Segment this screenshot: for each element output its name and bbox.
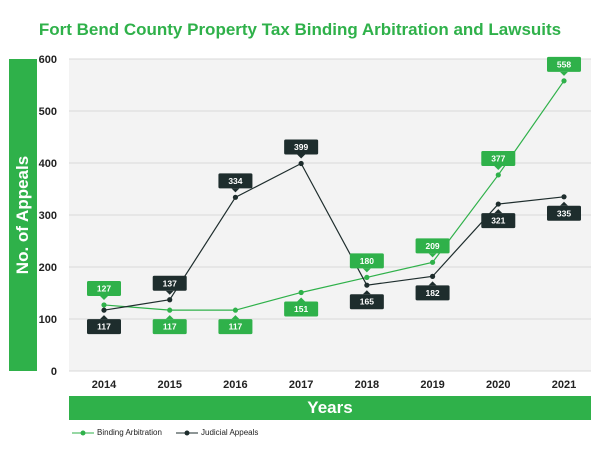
y-tick-label: 500 — [39, 106, 57, 118]
chart-title: Fort Bend County Property Tax Binding Ar… — [38, 20, 562, 39]
data-label-judicial-appeals: 334 — [228, 176, 242, 186]
data-label-box-judicial-appeals — [481, 213, 516, 229]
data-label-pointer — [100, 315, 108, 320]
data-label-box-binding-arbitration — [547, 56, 581, 72]
data-label-pointer — [231, 188, 240, 193]
data-point-judicial-appeals — [495, 201, 501, 207]
x-tick-label: 2015 — [157, 379, 181, 391]
data-label-pointer — [428, 281, 437, 286]
data-label-binding-arbitration: 558 — [557, 59, 571, 69]
data-label-box-binding-arbitration — [152, 319, 187, 335]
data-label-binding-arbitration: 117 — [229, 322, 243, 332]
data-point-judicial-appeals — [167, 297, 173, 303]
data-label-binding-arbitration: 180 — [360, 256, 374, 266]
data-label-pointer — [494, 209, 503, 214]
data-label-judicial-appeals: 335 — [557, 208, 571, 218]
data-point-binding-arbitration — [298, 289, 304, 296]
data-label-binding-arbitration: 377 — [491, 153, 505, 163]
y-tick-label: 300 — [39, 210, 57, 222]
data-label-judicial-appeals: 182 — [425, 288, 439, 298]
data-point-judicial-appeals — [232, 194, 239, 200]
x-tick-label: 2018 — [355, 379, 379, 391]
data-point-binding-arbitration — [167, 307, 173, 313]
data-label-box-binding-arbitration — [218, 319, 253, 335]
data-label-box-binding-arbitration — [349, 253, 384, 269]
data-label-judicial-appeals: 321 — [491, 216, 505, 226]
y-tick-label: 200 — [39, 262, 57, 274]
data-label-pointer — [560, 201, 568, 206]
y-tick-label: 100 — [39, 314, 57, 326]
data-point-binding-arbitration — [101, 302, 107, 308]
series-line-binding-arbitration — [103, 80, 565, 311]
data-point-binding-arbitration — [429, 259, 436, 265]
data-label-pointer — [494, 165, 503, 170]
data-label-judicial-appeals: 137 — [163, 278, 177, 288]
x-axis-label: Years — [307, 398, 353, 417]
data-label-pointer — [560, 71, 568, 76]
y-tick-label: 0 — [51, 366, 57, 378]
data-point-judicial-appeals — [101, 307, 107, 313]
legend-swatch-judicial-appeals — [176, 430, 198, 436]
data-label-binding-arbitration: 117 — [163, 322, 177, 332]
data-label-box-judicial-appeals — [152, 275, 187, 291]
data-label-judicial-appeals: 165 — [360, 297, 374, 307]
data-label-judicial-appeals: 117 — [97, 322, 111, 332]
legend-item-binding-arbitration: Binding Arbitration — [72, 428, 162, 437]
legend-item-judicial-appeals: Judicial Appeals — [176, 428, 258, 437]
data-point-judicial-appeals — [429, 273, 436, 279]
data-point-binding-arbitration — [561, 78, 567, 84]
data-point-judicial-appeals — [364, 282, 370, 288]
data-point-binding-arbitration — [232, 307, 239, 313]
data-label-box-binding-arbitration — [284, 301, 319, 317]
y-axis-label-banner: No. of Appeals — [9, 59, 37, 371]
x-tick-label: 2014 — [92, 379, 117, 391]
data-label-box-judicial-appeals — [218, 173, 253, 189]
y-tick-label: 400 — [39, 158, 57, 170]
x-tick-label: 2016 — [223, 379, 247, 391]
data-point-judicial-appeals — [298, 160, 304, 167]
data-label-box-judicial-appeals — [87, 319, 121, 335]
legend-label-binding-arbitration: Binding Arbitration — [97, 428, 162, 438]
data-label-pointer — [100, 295, 108, 300]
data-label-pointer — [362, 268, 371, 273]
data-label-pointer — [231, 315, 240, 320]
x-tick-label: 2020 — [486, 379, 510, 391]
data-label-binding-arbitration: 151 — [294, 304, 308, 314]
data-label-pointer — [428, 253, 437, 258]
data-point-binding-arbitration — [495, 172, 501, 178]
data-label-box-judicial-appeals — [284, 139, 319, 155]
data-label-box-judicial-appeals — [415, 285, 450, 301]
data-label-box-judicial-appeals — [547, 205, 581, 221]
legend-label-judicial-appeals: Judicial Appeals — [201, 428, 259, 438]
data-label-binding-arbitration: 209 — [425, 241, 439, 251]
data-label-pointer — [362, 290, 371, 295]
data-label-pointer — [165, 315, 174, 320]
data-label-judicial-appeals: 399 — [294, 142, 308, 152]
data-label-box-judicial-appeals — [349, 294, 384, 310]
data-label-pointer — [297, 154, 306, 159]
data-label-box-binding-arbitration — [87, 280, 121, 296]
x-tick-label: 2021 — [552, 379, 576, 391]
data-label-pointer — [165, 290, 174, 295]
data-label-binding-arbitration: 127 — [97, 283, 111, 293]
x-axis-label-banner: Years — [69, 396, 591, 420]
data-point-binding-arbitration — [364, 274, 370, 280]
data-label-box-binding-arbitration — [415, 238, 450, 254]
legend-swatch-binding-arbitration — [72, 430, 94, 436]
x-tick-label: 2019 — [420, 379, 444, 391]
x-tick-label: 2017 — [289, 379, 313, 391]
data-point-judicial-appeals — [561, 194, 567, 200]
data-label-pointer — [297, 297, 306, 302]
y-tick-label: 600 — [39, 54, 57, 66]
data-label-box-binding-arbitration — [481, 150, 516, 166]
